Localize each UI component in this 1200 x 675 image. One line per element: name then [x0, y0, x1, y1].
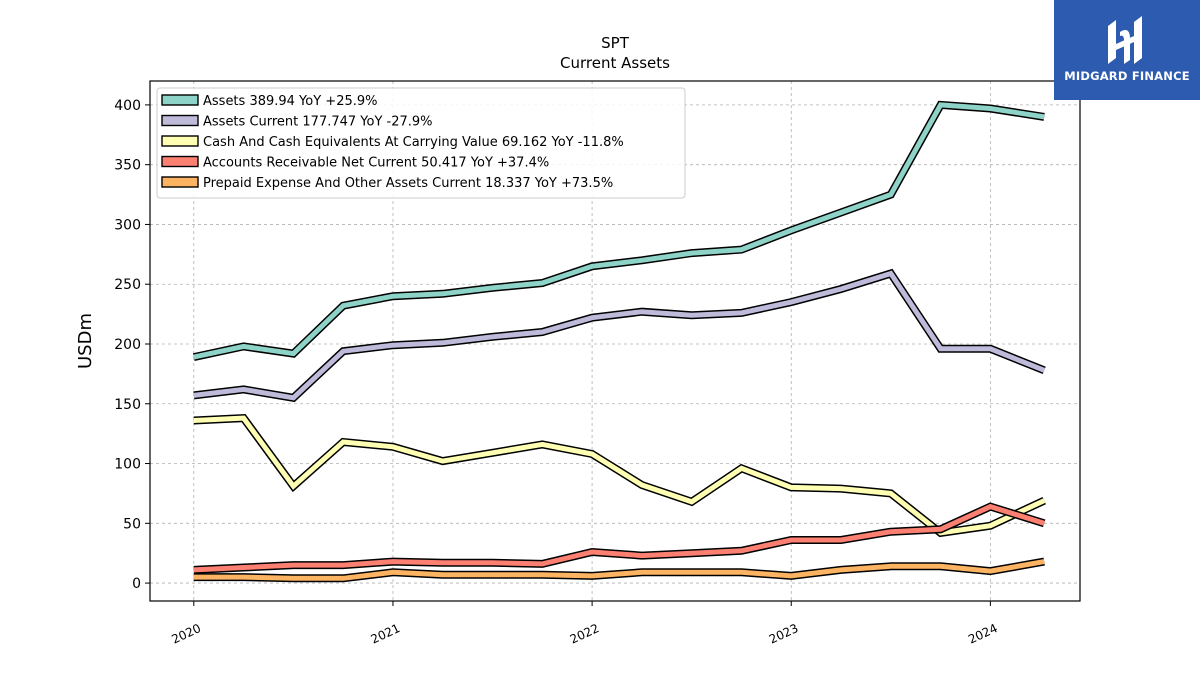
plot-frame — [149, 80, 1081, 602]
legend-swatch — [161, 94, 199, 106]
chart-title: SPT — [601, 34, 630, 52]
legend-swatch — [161, 135, 199, 147]
x-tick-label: 2022 — [568, 621, 602, 647]
y-tick-label: 250 — [114, 277, 141, 293]
y-tick-label: 300 — [114, 217, 141, 233]
y-tick-label: 100 — [114, 457, 141, 473]
legend-swatch — [161, 114, 199, 127]
y-tick-label: 400 — [114, 98, 141, 114]
logo-mark-icon — [1108, 16, 1142, 64]
y-tick-label: 200 — [114, 337, 141, 353]
series-line — [193, 415, 1046, 536]
series-line — [193, 270, 1046, 401]
x-tick-label: 2023 — [767, 621, 801, 647]
plot-area: 2020 2021 2022 2023 2024 0 50 100 150 200 250 300 35… — [114, 80, 1081, 647]
logo-text: MIDGARD FINANCE — [1064, 69, 1190, 83]
y-tick-label: 0 — [132, 576, 141, 592]
y-tick-label: 350 — [114, 158, 141, 174]
y-axis-label: USDm — [75, 313, 96, 369]
legend-label: Assets 389.94 YoY +25.9% — [203, 94, 378, 109]
midgard-finance-logo: MIDGARD FINANCE — [1054, 0, 1200, 100]
legend-label: Prepaid Expense And Other Assets Current… — [203, 176, 613, 191]
y-tick-label: 150 — [114, 397, 141, 413]
x-tick-label: 2021 — [369, 621, 403, 647]
x-tick-label: 2024 — [966, 621, 1000, 647]
y-tick-label: 50 — [123, 516, 141, 532]
chart-subtitle: Current Assets — [560, 54, 670, 72]
legend-label: Accounts Receivable Net Current 50.417 Y… — [203, 156, 549, 171]
legend-swatch — [161, 176, 199, 188]
legend-label: Cash And Cash Equivalents At Carrying Va… — [203, 135, 624, 150]
series-line-outline — [193, 268, 1046, 403]
legend-swatch — [161, 155, 199, 168]
x-tick-label: 2020 — [169, 621, 203, 647]
series-line — [193, 503, 1045, 573]
legend-box — [156, 87, 686, 199]
legend-label: Assets Current 177.747 YoY -27.9% — [203, 115, 433, 130]
series-line — [193, 102, 1045, 360]
series-line — [193, 559, 1045, 581]
